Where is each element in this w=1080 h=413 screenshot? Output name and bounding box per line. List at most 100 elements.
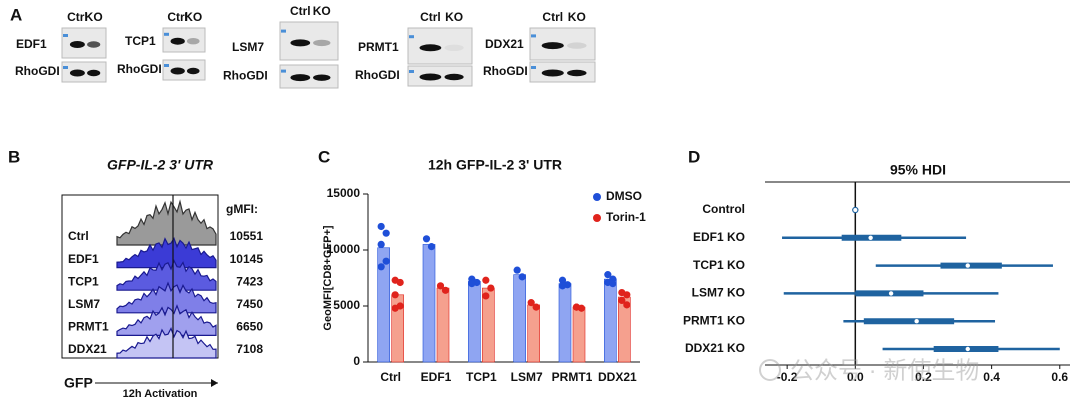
bar bbox=[422, 244, 436, 363]
data-point bbox=[441, 286, 450, 294]
data-point bbox=[532, 303, 540, 311]
panel-title: GFP-IL-2 3' UTR bbox=[107, 157, 214, 173]
row-label: DDX21 bbox=[68, 342, 107, 356]
data-point bbox=[482, 292, 490, 300]
ladder bbox=[281, 69, 286, 73]
x-tick-label: DDX21 bbox=[598, 370, 637, 384]
data-point bbox=[391, 291, 399, 299]
x-tick-label: -0.2 bbox=[777, 370, 798, 384]
band bbox=[186, 67, 200, 75]
bar bbox=[436, 287, 450, 363]
median bbox=[888, 291, 894, 296]
band bbox=[567, 69, 587, 77]
ladder bbox=[63, 34, 68, 37]
bar bbox=[513, 274, 526, 363]
band bbox=[313, 74, 331, 81]
chart-title: 12h GFP-IL-2 3' UTR bbox=[428, 157, 562, 173]
row-label: LSM7 KO bbox=[692, 286, 745, 300]
data-point bbox=[623, 291, 631, 299]
x-tick-label: Ctrl bbox=[380, 370, 401, 384]
blot-loading-label: RhoGDI bbox=[15, 64, 60, 78]
histogram bbox=[116, 199, 217, 246]
histogram bbox=[116, 281, 217, 314]
lane-label: Ctrl bbox=[167, 10, 188, 24]
arrow-label: 12h Activation bbox=[123, 388, 198, 400]
data-point bbox=[482, 276, 490, 284]
watermark-text: 公众号 · 新使生物 bbox=[790, 357, 979, 384]
lane-label: Ctrl bbox=[542, 10, 563, 24]
x-tick-label: PRMT1 bbox=[552, 370, 593, 384]
data-point bbox=[513, 266, 521, 274]
gmfi-value: 6650 bbox=[236, 320, 263, 334]
lane-label: Ctrl bbox=[420, 10, 441, 24]
band bbox=[186, 38, 200, 45]
data-point bbox=[518, 273, 526, 281]
blot-target: PRMT1 bbox=[358, 40, 399, 54]
lane-label: KO bbox=[85, 10, 103, 24]
band bbox=[541, 69, 564, 77]
row-label: PRMT1 bbox=[68, 320, 109, 334]
x-tick-label: 0.6 bbox=[1051, 370, 1068, 384]
band bbox=[69, 69, 85, 77]
bar bbox=[377, 247, 390, 363]
gmfi-value: 10145 bbox=[230, 252, 264, 266]
watermark-icon bbox=[759, 359, 781, 381]
data-point bbox=[382, 229, 390, 237]
y-tick-label: 5000 bbox=[333, 298, 360, 312]
bar bbox=[482, 287, 495, 363]
data-point bbox=[377, 263, 385, 271]
data-point bbox=[572, 303, 581, 311]
legend-label: Torin-1 bbox=[606, 210, 646, 224]
band bbox=[87, 69, 101, 77]
lane-label: Ctrl bbox=[67, 10, 88, 24]
blot-loading-label: RhoGDI bbox=[117, 62, 162, 76]
band bbox=[290, 74, 311, 82]
row-label: Ctrl bbox=[68, 229, 89, 243]
ladder bbox=[164, 32, 169, 36]
blot-loading-label: RhoGDI bbox=[223, 69, 268, 83]
data-point bbox=[382, 257, 390, 265]
ladder bbox=[531, 66, 536, 69]
x-tick-label: EDF1 bbox=[421, 370, 452, 384]
data-point bbox=[377, 240, 385, 248]
gmfi-value: 7108 bbox=[236, 342, 263, 356]
gmfi-value: 10551 bbox=[230, 229, 264, 243]
band bbox=[170, 67, 185, 75]
band bbox=[541, 42, 564, 50]
data-point bbox=[558, 282, 567, 290]
bar bbox=[604, 278, 617, 363]
ladder bbox=[164, 64, 169, 67]
lane-label: KO bbox=[445, 10, 463, 24]
band bbox=[444, 73, 464, 81]
y-tick-label: 15000 bbox=[327, 186, 361, 200]
x-tick-label: LSM7 bbox=[511, 370, 543, 384]
ladder bbox=[531, 34, 536, 38]
y-tick-label: 0 bbox=[353, 354, 360, 368]
lane-label: KO bbox=[313, 4, 331, 18]
data-point bbox=[377, 222, 385, 231]
bar bbox=[558, 283, 572, 363]
band bbox=[313, 39, 331, 47]
x-tick-label: 0.4 bbox=[983, 370, 1000, 384]
panel-label: A bbox=[10, 5, 22, 24]
band bbox=[444, 44, 464, 51]
y-tick-label: 10000 bbox=[327, 242, 361, 256]
data-point bbox=[391, 304, 399, 312]
y-axis-label: GeoMFI[CD8+GFP+] bbox=[322, 225, 334, 330]
blot bbox=[279, 21, 339, 61]
row-label: EDF1 KO bbox=[693, 230, 745, 244]
median bbox=[868, 235, 873, 240]
row-label: LSM7 bbox=[68, 297, 100, 311]
chart-title: 95% HDI bbox=[890, 162, 946, 178]
lane-label: KO bbox=[568, 10, 586, 24]
gmfi-header: gMFI: bbox=[226, 202, 258, 216]
gmfi-value: 7450 bbox=[236, 297, 263, 311]
band bbox=[290, 39, 311, 47]
lane-label: KO bbox=[184, 10, 202, 24]
band bbox=[69, 41, 85, 48]
histogram bbox=[116, 327, 217, 359]
band bbox=[419, 44, 442, 52]
row-label: TCP1 KO bbox=[693, 258, 745, 272]
legend-label: DMSO bbox=[606, 189, 642, 203]
